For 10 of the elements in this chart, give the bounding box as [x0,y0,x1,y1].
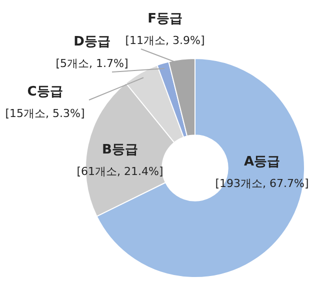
slice-label: B등급 [102,142,138,158]
slice-label: C등급 [27,84,63,100]
data-label: [15개소, 5.3%] [5,106,85,120]
slice-label: F등급 [148,11,182,26]
slice-label: A등급 [244,154,280,170]
slice-label: D등급 [74,34,110,50]
data-label: [193개소, 67.7%] [215,176,309,190]
data-label: [11개소, 3.9%] [125,34,205,47]
data-label: [61개소, 21.4%] [76,164,164,178]
data-label: [5개소, 1.7%] [56,56,128,70]
